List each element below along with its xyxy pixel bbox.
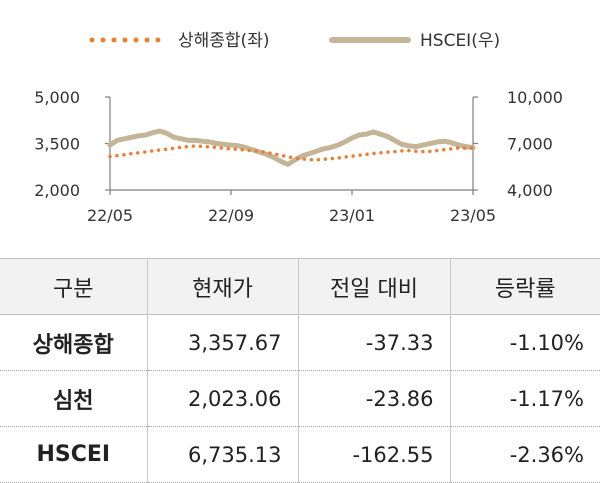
row-name: HSCEI: [0, 426, 148, 483]
table-header-row: 구분 현재가 전일 대비 등락률: [0, 258, 600, 315]
left-tick-label: 2,000: [34, 181, 80, 200]
table-row: HSCEI 6,735.13 -162.55 -2.36%: [0, 426, 600, 483]
row-price: 2,023.06: [147, 370, 299, 427]
table-row: 심천 2,023.06 -23.86 -1.17%: [0, 370, 600, 427]
header-change: 전일 대비: [298, 258, 451, 315]
x-tick-label: 23/05: [450, 206, 496, 225]
legend-label-shanghai: 상해종합(좌): [178, 31, 269, 51]
x-tick-label: 22/05: [87, 206, 133, 225]
right-tick-label: 4,000: [507, 181, 553, 200]
row-rate: -1.17%: [509, 386, 584, 411]
left-tick-label: 5,000: [34, 88, 80, 107]
x-tick-label: 22/09: [208, 206, 254, 225]
row-rate: -2.36%: [509, 442, 584, 467]
left-tick-label: 3,500: [34, 135, 80, 154]
row-change: -23.86: [298, 370, 451, 427]
row-rate: -1.10%: [509, 330, 584, 355]
row-change: -162.55: [298, 426, 451, 483]
row-change: -37.33: [298, 314, 451, 371]
right-axis-ticks: 10,000 7,000 4,000: [473, 88, 563, 200]
row-price: 3,357.67: [147, 314, 299, 371]
table-row: 상해종합 3,357.67 -37.33 -1.10%: [0, 314, 600, 371]
row-price: 6,735.13: [147, 426, 299, 483]
right-tick-label: 7,000: [507, 135, 553, 154]
legend-label-hscei: HSCEI(우): [420, 31, 500, 51]
series-line-hscei: [107, 128, 476, 167]
x-axis-ticks: 22/05 22/09 23/01 23/05: [87, 190, 496, 225]
left-axis-ticks: 5,000 3,500 2,000: [34, 88, 110, 200]
row-name: 상해종합: [0, 314, 148, 371]
index-line-chart: 상해종합(좌) HSCEI(우) 5,000 3,500 2,000 10,000 7…: [34, 31, 563, 225]
x-tick-label: 23/01: [329, 206, 375, 225]
header-category: 구분: [0, 258, 148, 315]
series-line-shanghai: [108, 144, 475, 162]
right-tick-label: 10,000: [507, 88, 563, 107]
header-current-price: 현재가: [147, 258, 299, 315]
row-name: 심천: [0, 370, 148, 427]
index-quote-table: 구분 현재가 전일 대비 등락률 상해종합 3,357.67 -37.33 -1…: [0, 258, 600, 483]
header-change-rate: 등락률: [494, 276, 556, 302]
chart-legend: 상해종합(좌) HSCEI(우): [89, 31, 500, 51]
